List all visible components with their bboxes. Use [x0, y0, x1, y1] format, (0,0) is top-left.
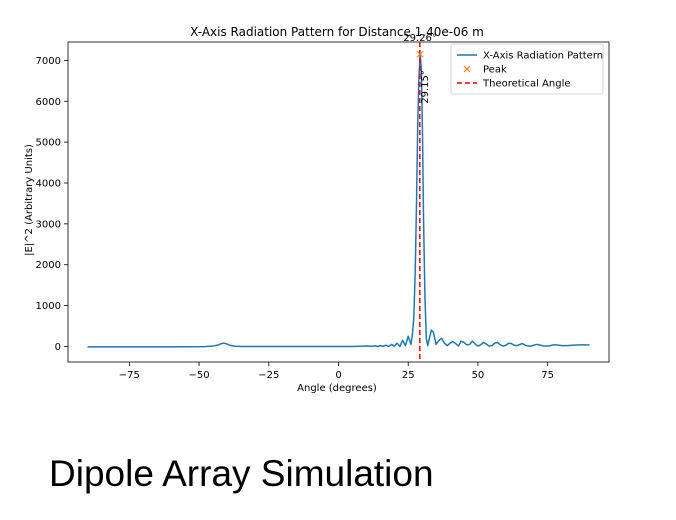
- theoretical-angle-annotation: 29.15°: [420, 70, 431, 104]
- legend-label-peak: Peak: [483, 65, 507, 76]
- peak-marker: [416, 50, 424, 58]
- plot-area: −75 −50 −25 0 25 50 75 0 1000 2000 3000 4000 5000 600…: [36, 33, 610, 381]
- legend: X-Axis Radiation Pattern Peak Theoretical …: [450, 43, 604, 95]
- x-tick-label: −50: [189, 370, 210, 381]
- x-tick-label: −25: [258, 370, 279, 381]
- y-tick-label: 0: [55, 342, 61, 353]
- legend-swatch-peak: [463, 65, 471, 73]
- legend-box: [450, 43, 604, 95]
- x-tick-label: 0: [335, 370, 341, 381]
- y-axis-label: |E|^2 (Arbitrary Units): [24, 144, 35, 256]
- y-tick-label: 5000: [36, 138, 61, 149]
- legend-label-radiation-pattern: X-Axis Radiation Pattern: [483, 51, 603, 62]
- peak-annotation: 29.26°: [403, 33, 437, 44]
- y-tick-label: 1000: [36, 301, 61, 312]
- y-tick-label: 4000: [36, 178, 61, 189]
- y-tick-label: 3000: [36, 219, 61, 230]
- series-line-radiation-pattern: [87, 53, 590, 348]
- legend-label-theoretical-angle: Theoretical Angle: [482, 79, 571, 90]
- y-tick-label: 2000: [36, 260, 61, 271]
- radiation-pattern-chart: X-Axis Radiation Pattern for Distance 1.…: [24, 25, 610, 394]
- x-tick-label: 25: [402, 370, 415, 381]
- slide-caption: Dipole Array Simulation: [49, 453, 434, 494]
- x-tick-label: −75: [119, 370, 140, 381]
- y-tick-label: 6000: [36, 97, 61, 108]
- x-tick-label: 50: [472, 370, 485, 381]
- y-tick-label: 7000: [36, 56, 61, 67]
- x-tick-label: 75: [541, 370, 554, 381]
- chart-title: X-Axis Radiation Pattern for Distance 1.…: [190, 25, 484, 39]
- x-axis-label: Angle (degrees): [297, 383, 377, 394]
